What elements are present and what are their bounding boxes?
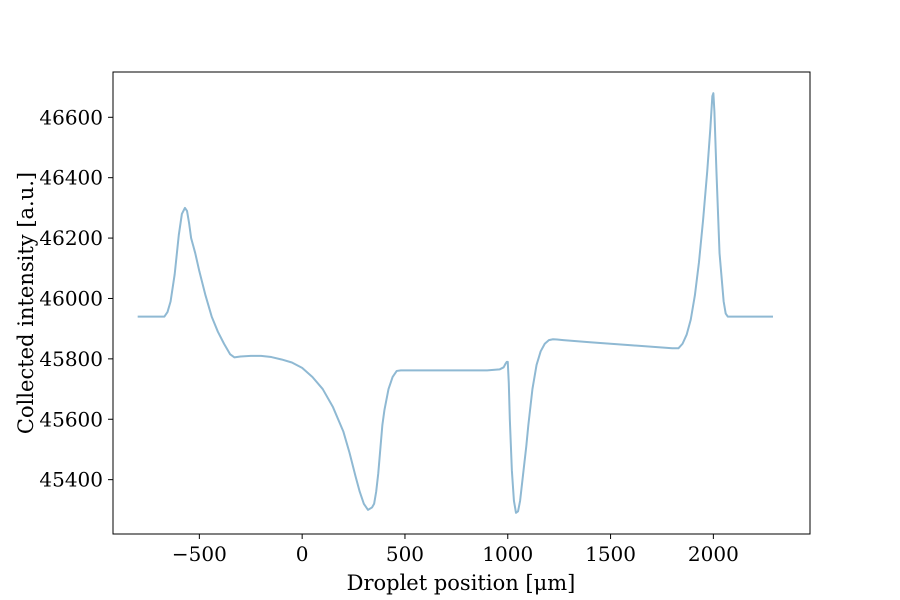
x-tick-label: 0 bbox=[296, 542, 309, 566]
x-tick-label: −500 bbox=[172, 542, 227, 566]
series-layer bbox=[137, 92, 773, 514]
series-line bbox=[137, 92, 773, 514]
x-tick-label: 2000 bbox=[688, 542, 739, 566]
y-tick-label: 46600 bbox=[39, 105, 103, 129]
y-tick-label: 46400 bbox=[39, 166, 103, 190]
y-axis: 45400 45600 45800 46000 46200 46400 46600 bbox=[39, 105, 113, 492]
y-tick-label: 45600 bbox=[39, 407, 103, 431]
x-tick-label: 1500 bbox=[585, 542, 636, 566]
y-axis-label: Collected intensity [a.u.] bbox=[14, 172, 38, 434]
x-tick-label: 500 bbox=[386, 542, 424, 566]
x-tick-label: 1000 bbox=[482, 542, 533, 566]
plot-frame bbox=[112, 71, 811, 535]
y-tick-label: 45400 bbox=[39, 468, 103, 492]
y-tick-label: 46000 bbox=[39, 286, 103, 310]
y-tick-label: 45800 bbox=[39, 347, 103, 371]
x-axis: −500 0 500 1000 1500 2000 bbox=[172, 534, 739, 566]
x-axis-label: Droplet position [μm] bbox=[347, 571, 576, 595]
y-tick-label: 46200 bbox=[39, 226, 103, 250]
